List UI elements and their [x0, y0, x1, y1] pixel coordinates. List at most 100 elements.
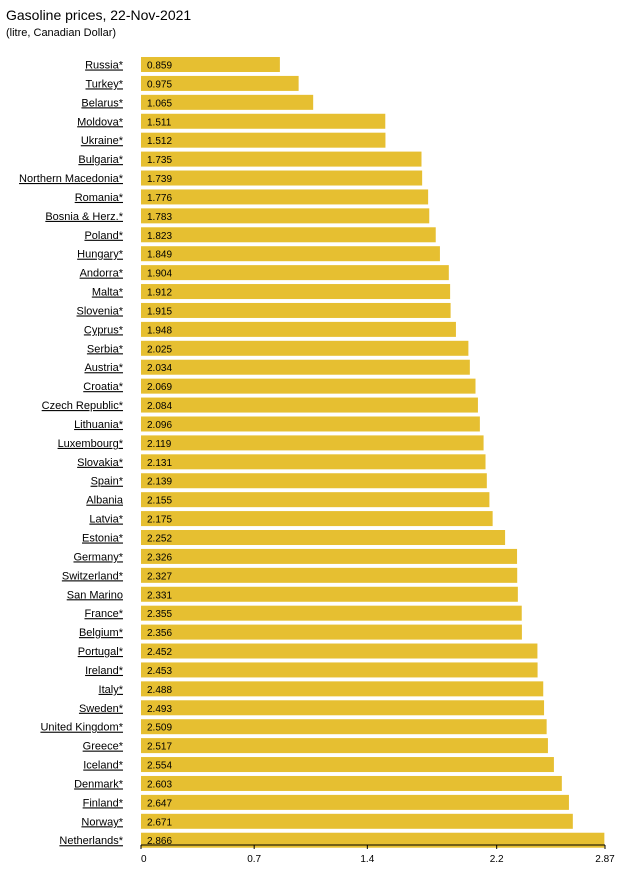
- category-label: Belarus*: [81, 97, 123, 109]
- data-label: 1.912: [147, 288, 172, 299]
- bar: [141, 435, 484, 451]
- bar: [141, 397, 478, 413]
- data-label: 1.739: [147, 174, 172, 185]
- category-label: Croatia*: [83, 381, 123, 393]
- category-label: Albania: [86, 495, 124, 507]
- data-label: 0.975: [147, 79, 172, 90]
- bar: [141, 208, 430, 224]
- category-label: Denmark*: [74, 778, 124, 790]
- bar: [141, 624, 522, 640]
- bar: [141, 492, 490, 508]
- data-label: 2.554: [147, 761, 172, 772]
- data-label: 1.823: [147, 231, 172, 242]
- category-label: Northern Macedonia*: [19, 173, 124, 185]
- data-label: 2.327: [147, 571, 172, 582]
- category-label: Bosnia & Herz.*: [45, 211, 123, 223]
- category-label: Portugal*: [78, 646, 124, 658]
- category-label: Poland*: [84, 230, 123, 242]
- bar: [141, 662, 538, 678]
- x-tick-label: 2.87: [595, 854, 615, 865]
- bar: [141, 265, 449, 281]
- data-label: 2.488: [147, 685, 172, 696]
- data-label: 2.493: [147, 704, 172, 715]
- category-label: San Marino: [67, 589, 123, 601]
- data-label: 2.452: [147, 647, 172, 658]
- data-label: 1.735: [147, 155, 172, 166]
- category-label: Czech Republic*: [42, 400, 124, 412]
- bar: [141, 378, 476, 394]
- data-label: 1.783: [147, 212, 172, 223]
- category-label: Malta*: [92, 287, 124, 299]
- category-label: Luxembourg*: [58, 438, 124, 450]
- data-label: 2.069: [147, 382, 172, 393]
- data-label: 2.517: [147, 742, 172, 753]
- bar: [141, 151, 422, 167]
- bar: [141, 643, 538, 659]
- bar: [141, 340, 469, 356]
- bar: [141, 738, 548, 754]
- bar: [141, 227, 436, 243]
- data-label: 2.331: [147, 590, 172, 601]
- category-label: Turkey*: [86, 78, 124, 90]
- bar: [141, 75, 299, 91]
- bar: [141, 359, 470, 375]
- x-tick-label: 2.2: [490, 854, 504, 865]
- category-label: Lithuania*: [74, 419, 124, 431]
- data-label: 1.849: [147, 250, 172, 261]
- data-label: 2.155: [147, 496, 172, 507]
- data-label: 1.948: [147, 325, 172, 336]
- data-label: 2.866: [147, 836, 172, 847]
- category-label: Ukraine*: [81, 135, 124, 147]
- bar: [141, 775, 562, 791]
- bar: [141, 94, 314, 110]
- bar: [141, 246, 440, 262]
- bar: [141, 170, 423, 186]
- data-label: 2.025: [147, 344, 172, 355]
- data-label: 2.509: [147, 723, 172, 734]
- category-label: Hungary*: [77, 249, 124, 261]
- category-label: Estonia*: [82, 533, 124, 545]
- data-label: 1.511: [147, 117, 172, 128]
- category-label: Austria*: [84, 362, 123, 374]
- category-label: Romania*: [75, 192, 124, 204]
- category-label: Sweden*: [79, 703, 124, 715]
- bar: [141, 700, 545, 716]
- data-label: 2.119: [147, 439, 172, 450]
- data-label: 1.512: [147, 136, 172, 147]
- bar: [141, 605, 522, 621]
- category-label: Serbia*: [87, 343, 124, 355]
- category-label: United Kingdom*: [40, 722, 123, 734]
- bar: [141, 511, 493, 527]
- bar: [141, 548, 518, 564]
- category-label: Cyprus*: [84, 324, 124, 336]
- data-label: 2.647: [147, 798, 172, 809]
- category-label: Bulgaria*: [78, 154, 123, 166]
- chart-title: Gasoline prices, 22-Nov-2021: [6, 7, 192, 23]
- category-label: Moldova*: [77, 116, 124, 128]
- category-label: Ireland*: [85, 665, 124, 677]
- category-label: Norway*: [81, 816, 123, 828]
- category-label: Slovakia*: [77, 457, 124, 469]
- category-label: Finland*: [83, 797, 124, 809]
- data-label: 2.139: [147, 477, 172, 488]
- bar: [141, 189, 429, 205]
- data-label: 2.671: [147, 817, 172, 828]
- data-label: 2.096: [147, 420, 172, 431]
- bar: [141, 530, 506, 545]
- category-label: Slovenia*: [77, 305, 124, 317]
- category-label: Greece*: [83, 741, 124, 753]
- bar: [141, 794, 569, 810]
- bar: [141, 473, 487, 489]
- bar: [141, 321, 456, 337]
- data-label: 2.326: [147, 552, 172, 563]
- category-label: Netherlands*: [59, 835, 123, 847]
- bar: [141, 681, 544, 697]
- category-label: Russia*: [85, 60, 124, 72]
- data-label: 2.355: [147, 609, 172, 620]
- data-label: 2.131: [147, 458, 172, 469]
- bar: [141, 832, 605, 848]
- bar: [141, 719, 547, 735]
- x-tick-label: 0: [141, 854, 147, 865]
- bar: [141, 454, 486, 470]
